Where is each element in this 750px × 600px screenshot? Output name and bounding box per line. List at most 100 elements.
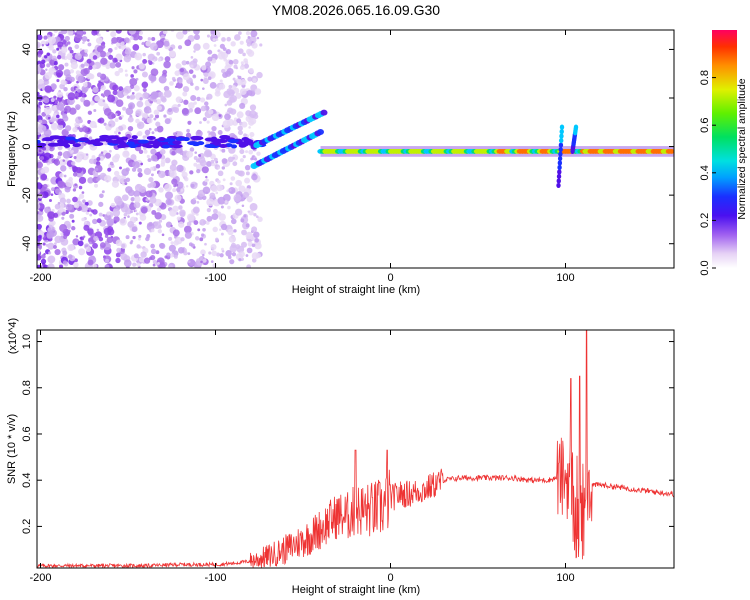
spectrogram-noise-point [239,40,244,45]
spectrogram-noise-point [202,186,211,195]
spectrogram-noise-point [56,79,60,83]
spectrogram-noise-point [246,89,253,96]
spectrogram-noise-point [40,258,47,265]
spectrogram-noise-point [238,130,243,136]
spectrogram-noise-point [210,30,216,35]
spectrogram-noise-point [127,215,130,218]
spectrogram-noise-point [119,166,122,170]
spectrogram-noise-point [66,198,71,204]
spectrogram-noise-point [111,180,120,188]
spectrogram-noise-point [247,49,255,57]
spectrogram-noise-point [57,155,61,160]
spectrogram-noise-point [130,196,135,202]
spectrogram-noise-point [131,167,137,172]
spectrogram-noise-point [109,80,112,84]
spectrogram-noise-point [152,263,156,267]
spectrogram-band-point [105,138,113,143]
spectrogram-noise-point [121,243,126,248]
spectrogram-noise-point [205,175,208,179]
spectrogram-noise-point [87,177,94,184]
spectrogram-noise-point [74,96,78,100]
spectrogram-band-point [49,135,62,140]
spectrogram-noise-point [119,218,127,226]
spectrogram-noise-point [234,80,237,83]
spectrogram-y-tick-label: 0 [21,144,33,150]
spectrogram-noise-point [211,113,220,122]
spectrogram-noise-point [193,43,201,51]
spectrogram-noise-point [40,173,48,181]
spectrogram-noise-point [163,60,171,69]
spectrogram-noise-point [175,96,183,103]
spectrogram-noise-point [232,77,236,81]
spectrogram-noise-point [64,43,69,47]
spectrogram-noise-point [139,30,144,35]
spectrogram-noise-point [107,120,116,128]
spectrogram-noise-point [39,208,44,212]
spectrogram-noise-point [65,125,72,132]
spectrogram-noise-point [82,199,86,204]
spectrogram-noise-point [99,242,106,248]
spectrogram-noise-point [207,56,213,62]
spectrogram-noise-point [37,223,42,230]
spectrogram-noise-point [243,214,247,218]
spectrogram-noise-point [82,82,88,88]
spectrogram-noise-point [92,242,98,249]
spectrogram-noise-point [67,254,73,259]
spectrogram-noise-point [146,154,150,159]
spectrogram-noise-point [94,183,99,188]
spectrogram-noise-point [176,164,184,173]
spectrogram-noise-point [47,211,56,219]
spectrogram-noise-point [133,190,141,198]
spectrogram-noise-point [207,49,213,55]
spectrogram-noise-point [135,212,139,216]
spectrogram-noise-point [151,131,155,135]
spectrogram-noise-point [140,206,148,214]
spectrogram-noise-point [146,117,153,124]
spectrogram-noise-point [184,231,192,239]
spectrogram-noise-point [80,97,86,103]
spectrogram-noise-point [64,62,69,67]
spectrogram-noise-point [169,253,174,258]
spectrogram-noise-point [168,264,174,268]
spectrogram-noise-point [223,57,227,62]
spectrogram-noise-point [257,216,263,222]
spectrogram-noise-point [105,30,110,33]
spectrogram-noise-point [69,213,75,219]
spectrogram-noise-point [248,68,254,74]
spectrogram-noise-point [101,190,105,194]
spectrogram-noise-point [190,243,195,248]
spectrogram-noise-point [193,101,197,105]
spectrogram-noise-point [104,213,112,221]
spectrogram-noise-point [168,50,176,58]
spectrogram-noise-point [157,57,162,62]
spectrogram-noise-point [149,196,157,204]
spectrogram-noise-point [151,36,156,41]
spectrogram-noise-point [165,191,174,200]
spectrogram-noise-point [228,235,237,243]
spectrogram-noise-point [174,70,181,76]
spectrogram-noise-point [193,50,196,53]
spectrogram-noise-point [57,118,65,126]
spectrogram-noise-point [45,68,48,71]
spectrogram-noise-point [207,76,212,81]
spectrogram-noise-point [171,150,176,156]
snr-panel: -200 -100 0 100 0.2 0.4 0.6 0.8 1.0 Height of st… [6,318,675,596]
spectrogram-noise-point [67,30,74,36]
spectrogram-noise-point [142,135,147,139]
spectrogram-noise-point [238,251,245,258]
spectrogram-band-point [120,136,129,141]
spectrogram-noise-point [241,204,245,208]
spectrogram-noise-point [103,89,111,97]
spectrogram-noise-point [56,96,63,102]
spectrogram-noise-point [142,59,148,64]
spectrogram-noise-point [215,191,219,195]
spectrogram-noise-point [219,228,222,231]
spectrogram-noise-point [37,199,40,203]
spectrogram-noise-point [132,262,137,267]
spectrogram-noise-point [47,255,56,264]
spectrogram-noise-point [96,228,100,232]
spectrogram-noise-point [69,69,75,74]
spectrogram-noise-point [87,110,93,115]
spectrogram-noise-point [137,237,141,241]
spectrogram-noise-point [239,64,245,71]
